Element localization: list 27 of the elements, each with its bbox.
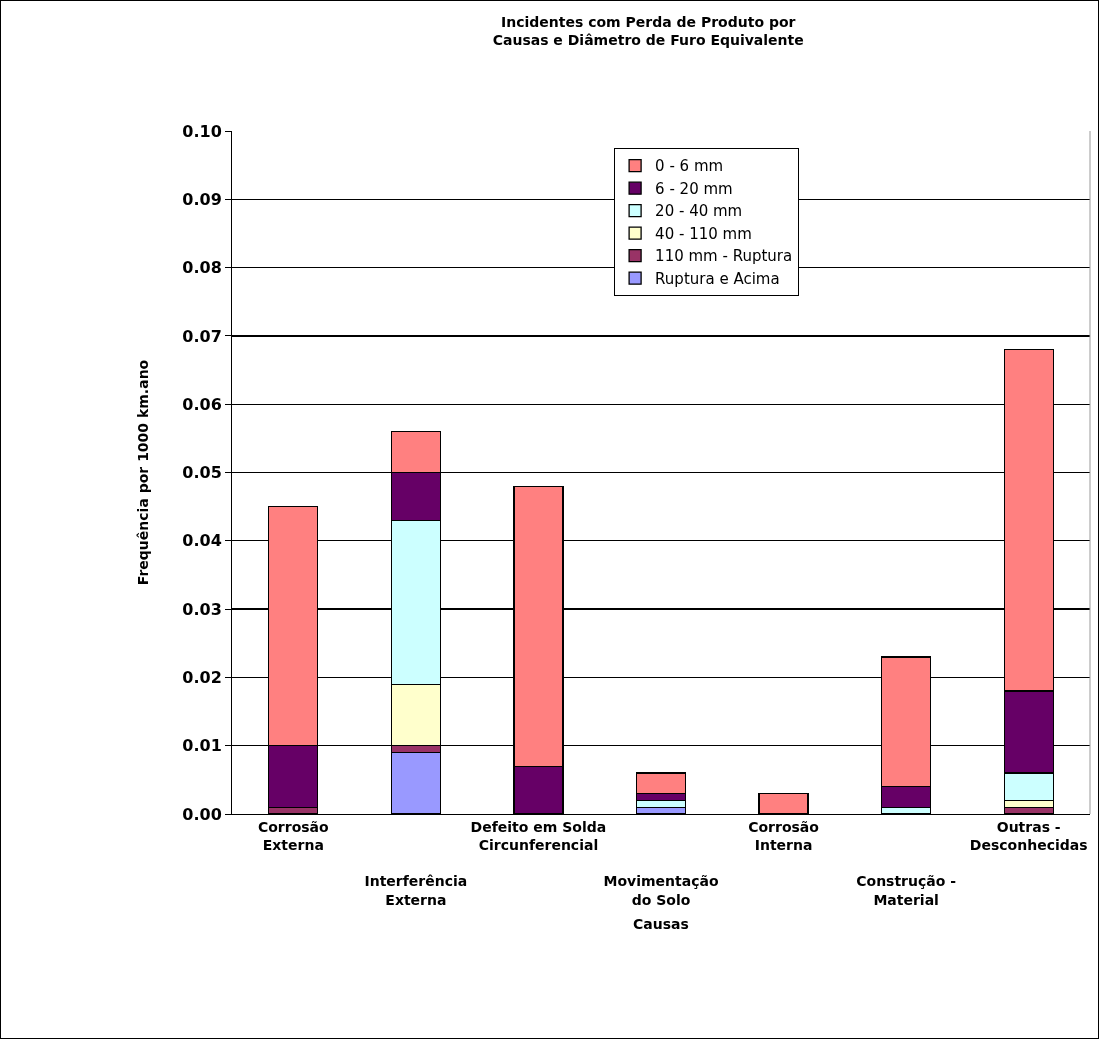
y-tick-label: 0.08 [182, 258, 222, 278]
x-tick-label: Movimentação do Solo [603, 873, 719, 908]
legend-label: 40 - 110 mm [655, 224, 752, 243]
x-tick-label: Interferência Externa [364, 873, 468, 908]
y-tick-label: 0.06 [182, 394, 222, 414]
legend-label: 6 - 20 mm [655, 179, 733, 198]
legend-label: 0 - 6 mm [655, 157, 724, 176]
y-tick-label: 0.10 [182, 121, 222, 141]
y-tick-label: 0.03 [182, 599, 222, 619]
legend-label: 110 mm - Ruptura [655, 247, 793, 266]
legend-label: Ruptura e Acima [655, 269, 780, 288]
x-tick-label: Construção - Material [856, 873, 957, 908]
x-axis-title: Causas [633, 915, 689, 932]
chart-title: Incidentes com Perda de Produto por Causas e Diâmetro de Furo Equivalente [492, 13, 804, 49]
legend-label: 20 - 40 mm [655, 202, 743, 221]
y-axis-title: Frequência por 1000 km.ano [134, 359, 151, 586]
x-tick-label: Corrosão Externa [257, 818, 330, 853]
y-tick-label: 0.04 [182, 531, 222, 551]
y-tick-label: 0.00 [182, 804, 222, 824]
y-tick-label: 0.05 [182, 463, 222, 483]
y-tick-label: 0.02 [182, 668, 222, 687]
y-tick-label: 0.07 [182, 326, 222, 346]
y-tick-label: 0.09 [182, 189, 222, 209]
x-tick-label: Defeito em Solda Circunferencial [470, 818, 607, 853]
y-tick-label: 0.01 [182, 736, 222, 756]
x-tick-label: Outras - Desconhecidas [969, 818, 1088, 853]
x-tick-label: Corrosão Interna [748, 818, 820, 853]
